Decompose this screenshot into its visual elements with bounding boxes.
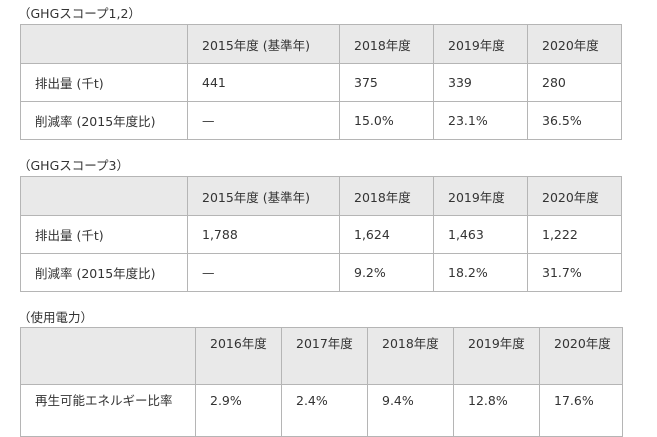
- scope3-col-header: 2018年度: [339, 176, 434, 216]
- table-cell: 339: [433, 63, 528, 102]
- power-corner-cell: [20, 327, 196, 385]
- scope3-row-label: 削減率 (2015年度比): [20, 253, 188, 292]
- scope12-corner-cell: [20, 24, 188, 64]
- table-cell: 9.2%: [339, 253, 434, 292]
- table-row: 排出量 (千t) 1,788 1,624 1,463 1,222: [20, 215, 622, 254]
- scope12-table: 2015年度 (基準年) 2018年度 2019年度 2020年度 排出量 (千…: [20, 24, 622, 140]
- scope12-header-row: 2015年度 (基準年) 2018年度 2019年度 2020年度: [20, 24, 622, 64]
- table-cell: 441: [187, 63, 340, 102]
- power-col-header: 2016年度: [195, 327, 282, 385]
- table-cell: 1,222: [527, 215, 622, 254]
- table-cell: 12.8%: [453, 384, 540, 437]
- scope3-header-row: 2015年度 (基準年) 2018年度 2019年度 2020年度: [20, 176, 622, 216]
- table-cell: 1,788: [187, 215, 340, 254]
- scope12-col-header: 2020年度: [527, 24, 622, 64]
- table-cell: 280: [527, 63, 622, 102]
- scope12-caption: （GHGスコープ1,2）: [18, 6, 141, 21]
- scope12-col-header: 2019年度: [433, 24, 528, 64]
- table-cell: 23.1%: [433, 101, 528, 140]
- scope3-table: 2015年度 (基準年) 2018年度 2019年度 2020年度 排出量 (千…: [20, 176, 622, 292]
- table-row: 排出量 (千t) 441 375 339 280: [20, 63, 622, 102]
- power-table: 2016年度 2017年度 2018年度 2019年度 2020年度 再生可能エ…: [20, 327, 623, 437]
- scope3-corner-cell: [20, 176, 188, 216]
- power-col-header: 2019年度: [453, 327, 540, 385]
- scope12-col-header: 2018年度: [339, 24, 434, 64]
- table-cell: —: [187, 253, 340, 292]
- table-cell: 36.5%: [527, 101, 622, 140]
- table-row: 再生可能エネルギー比率 2.9% 2.4% 9.4% 12.8% 17.6%: [20, 384, 623, 437]
- table-cell: 9.4%: [367, 384, 454, 437]
- table-cell: 1,463: [433, 215, 528, 254]
- power-caption: （使用電力）: [18, 310, 94, 325]
- table-cell: 375: [339, 63, 434, 102]
- table-row: 削減率 (2015年度比) — 15.0% 23.1% 36.5%: [20, 101, 622, 140]
- scope3-col-header: 2019年度: [433, 176, 528, 216]
- table-cell: 17.6%: [539, 384, 623, 437]
- table-cell: 18.2%: [433, 253, 528, 292]
- power-col-header: 2017年度: [281, 327, 368, 385]
- scope3-col-header: 2020年度: [527, 176, 622, 216]
- scope12-row-label: 排出量 (千t): [20, 63, 188, 102]
- power-header-row: 2016年度 2017年度 2018年度 2019年度 2020年度: [20, 327, 623, 385]
- table-cell: 2.4%: [281, 384, 368, 437]
- power-col-header: 2018年度: [367, 327, 454, 385]
- scope3-row-label: 排出量 (千t): [20, 215, 188, 254]
- scope3-col-header: 2015年度 (基準年): [187, 176, 340, 216]
- power-row-label: 再生可能エネルギー比率: [20, 384, 196, 437]
- scope12-col-header: 2015年度 (基準年): [187, 24, 340, 64]
- scope3-caption: （GHGスコープ3）: [18, 158, 129, 173]
- scope12-row-label: 削減率 (2015年度比): [20, 101, 188, 140]
- table-cell: 15.0%: [339, 101, 434, 140]
- table-cell: 2.9%: [195, 384, 282, 437]
- table-cell: 1,624: [339, 215, 434, 254]
- table-cell: 31.7%: [527, 253, 622, 292]
- table-row: 削減率 (2015年度比) — 9.2% 18.2% 31.7%: [20, 253, 622, 292]
- power-col-header: 2020年度: [539, 327, 623, 385]
- table-cell: —: [187, 101, 340, 140]
